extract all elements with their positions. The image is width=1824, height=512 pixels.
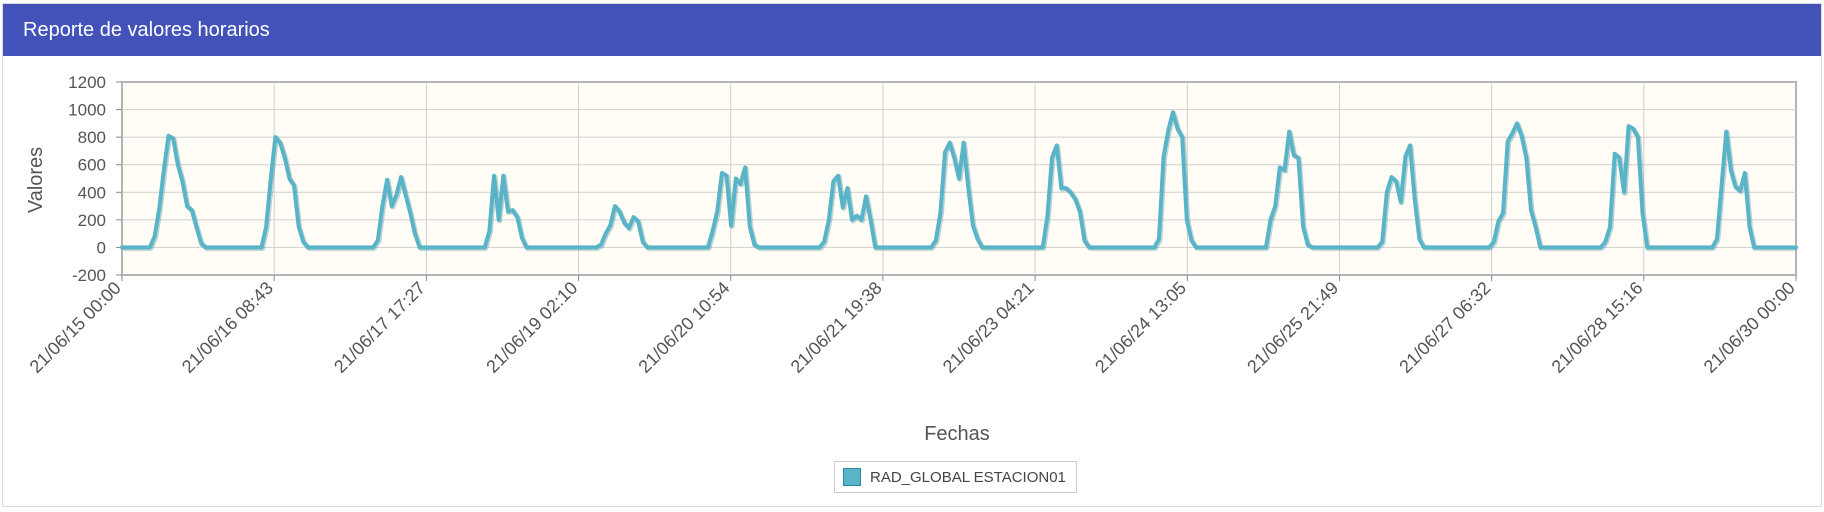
x-axis-ticks: 21/06/15 00:00 21/06/16 08:43 21/06/17 17:… — [26, 275, 1799, 377]
x-tick-label: 21/06/17 17:27 — [330, 278, 429, 377]
x-tick-label: 21/06/19 02:10 — [482, 278, 581, 377]
x-tick-label: 21/06/20 10:54 — [634, 278, 733, 377]
x-tick-label: 21/06/30 00:00 — [1700, 278, 1799, 377]
grid-lines — [121, 81, 1797, 276]
y-tick-label: -200 — [72, 266, 106, 285]
x-tick-label: 21/06/25 21:49 — [1243, 278, 1342, 377]
series-line-rad-global — [120, 110, 1798, 250]
panel-title: Reporte de valores horarios — [23, 18, 270, 41]
x-tick-label: 21/06/23 04:21 — [939, 278, 1038, 377]
y-axis-label: Valores — [25, 147, 47, 213]
y-axis-ticks: 1200 1000 800 600 400 200 0 -200 — [68, 73, 122, 285]
y-tick-label: 400 — [78, 183, 106, 202]
y-tick-label: 800 — [78, 128, 106, 147]
x-axis-label: Fechas — [924, 423, 990, 445]
chart-legend[interactable]: RAD_GLOBAL ESTACION01 — [834, 461, 1077, 493]
x-tick-label: 21/06/21 19:38 — [787, 278, 886, 377]
x-tick-label: 21/06/27 06:32 — [1395, 278, 1494, 377]
legend-swatch — [843, 468, 861, 486]
y-tick-label: 200 — [78, 211, 106, 230]
x-tick-label: 21/06/16 08:43 — [178, 278, 277, 377]
y-tick-label: 1200 — [68, 73, 106, 92]
series-layer — [120, 110, 1798, 251]
x-tick-label: 21/06/15 00:00 — [26, 278, 125, 377]
y-tick-label: 1000 — [68, 101, 106, 120]
panel-header: Reporte de valores horarios — [3, 4, 1821, 56]
legend-label: RAD_GLOBAL ESTACION01 — [870, 468, 1066, 486]
x-tick-label: 21/06/28 15:16 — [1548, 278, 1647, 377]
y-tick-label: 600 — [78, 156, 106, 175]
x-tick-label: 21/06/24 13:05 — [1091, 278, 1190, 377]
y-tick-label: 0 — [97, 238, 106, 257]
